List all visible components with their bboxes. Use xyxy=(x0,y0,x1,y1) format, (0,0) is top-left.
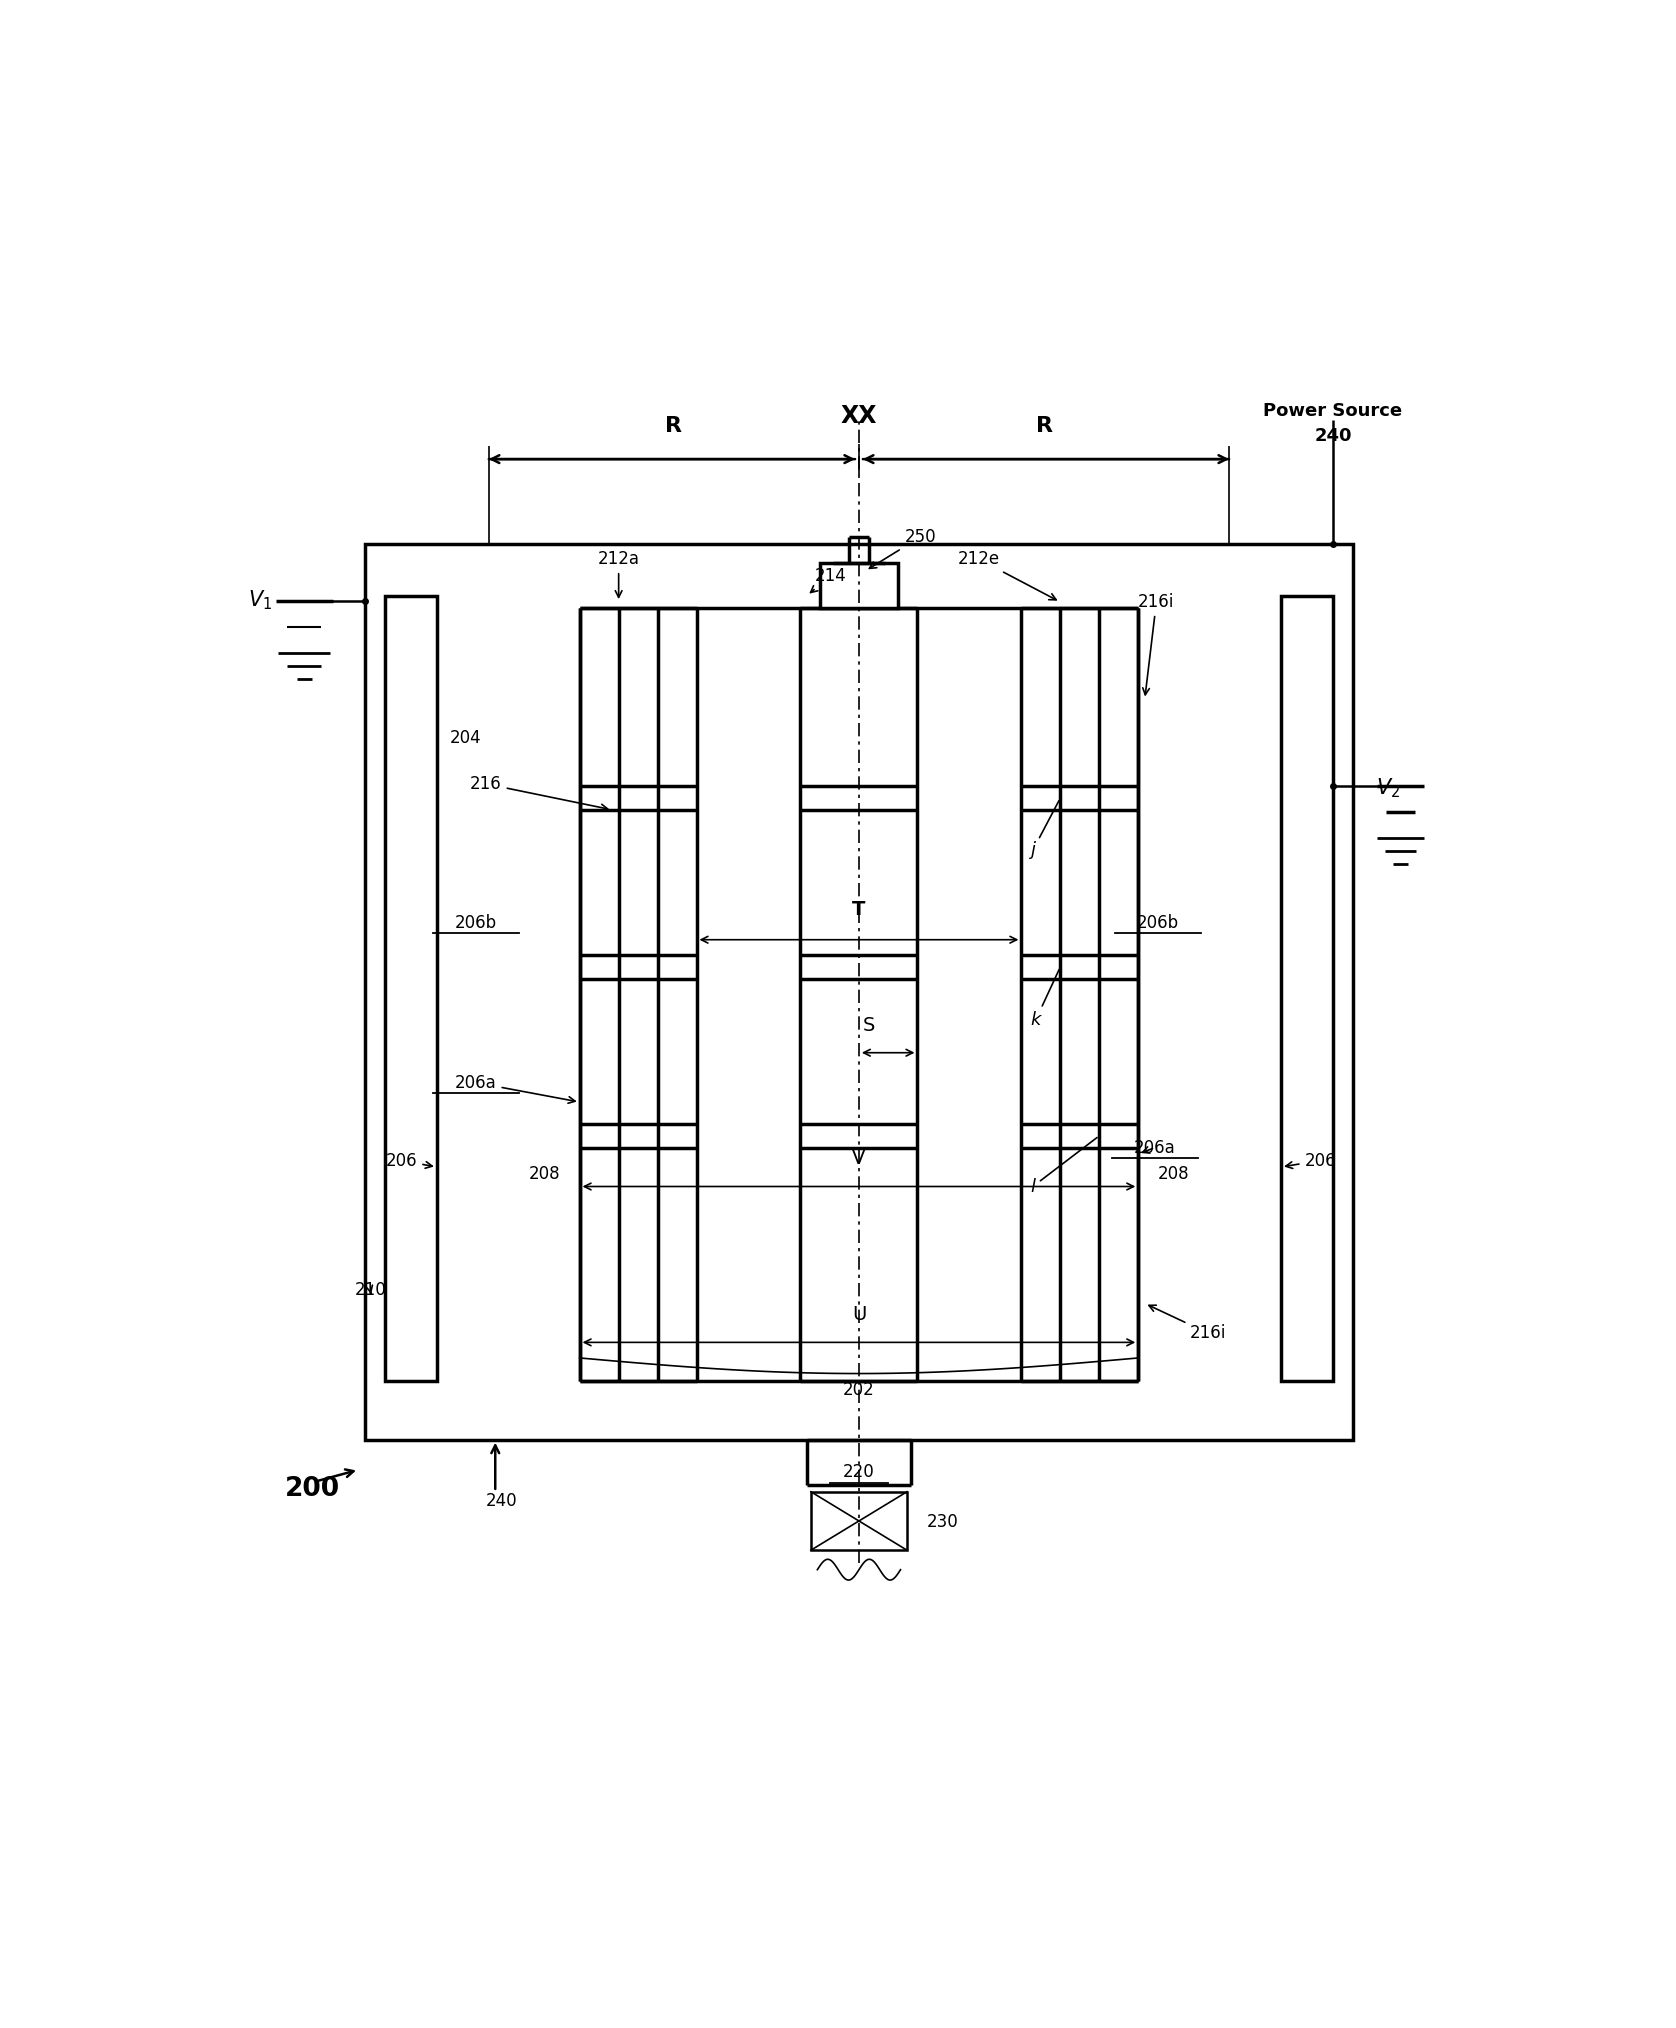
Text: 210: 210 xyxy=(354,1282,385,1300)
Text: 204: 204 xyxy=(449,730,481,748)
Text: 212a: 212a xyxy=(598,550,640,598)
Text: $V_1$: $V_1$ xyxy=(248,588,273,612)
Text: 202: 202 xyxy=(843,1381,875,1399)
Text: 200: 200 xyxy=(285,1476,340,1503)
Bar xyxy=(811,1493,907,1549)
Text: 206b: 206b xyxy=(454,915,496,931)
Text: R: R xyxy=(1036,416,1053,436)
Text: 208: 208 xyxy=(530,1164,560,1182)
Bar xyxy=(820,564,898,608)
Text: R: R xyxy=(665,416,682,436)
Text: 206: 206 xyxy=(1285,1152,1336,1170)
Text: 240: 240 xyxy=(1314,426,1353,444)
Text: $V_2$: $V_2$ xyxy=(1376,777,1399,799)
Text: V: V xyxy=(853,1150,865,1168)
Text: 208: 208 xyxy=(1158,1164,1188,1182)
Text: l: l xyxy=(1031,1138,1098,1194)
Text: 220: 220 xyxy=(843,1464,875,1480)
Text: 206: 206 xyxy=(385,1152,432,1170)
Text: Power Source: Power Source xyxy=(1264,402,1403,420)
Bar xyxy=(385,596,437,1381)
Text: U: U xyxy=(851,1306,866,1324)
Text: 206a: 206a xyxy=(1135,1138,1177,1156)
Text: 206b: 206b xyxy=(1136,915,1178,931)
Text: 214: 214 xyxy=(811,568,846,592)
Text: 216i: 216i xyxy=(1150,1306,1227,1343)
Text: k: k xyxy=(1031,969,1059,1030)
Text: 216i: 216i xyxy=(1138,592,1175,696)
Text: j: j xyxy=(1031,801,1059,860)
Bar xyxy=(1280,596,1332,1381)
Text: 216: 216 xyxy=(469,775,608,811)
Text: T: T xyxy=(853,900,865,919)
Text: 240: 240 xyxy=(486,1493,518,1509)
Text: 206a: 206a xyxy=(454,1073,575,1103)
Text: 230: 230 xyxy=(927,1513,959,1531)
Text: S: S xyxy=(863,1016,875,1034)
Text: 212e: 212e xyxy=(957,550,1056,600)
Bar xyxy=(365,544,1353,1440)
Text: XX: XX xyxy=(841,404,877,428)
Text: 250: 250 xyxy=(870,527,935,568)
